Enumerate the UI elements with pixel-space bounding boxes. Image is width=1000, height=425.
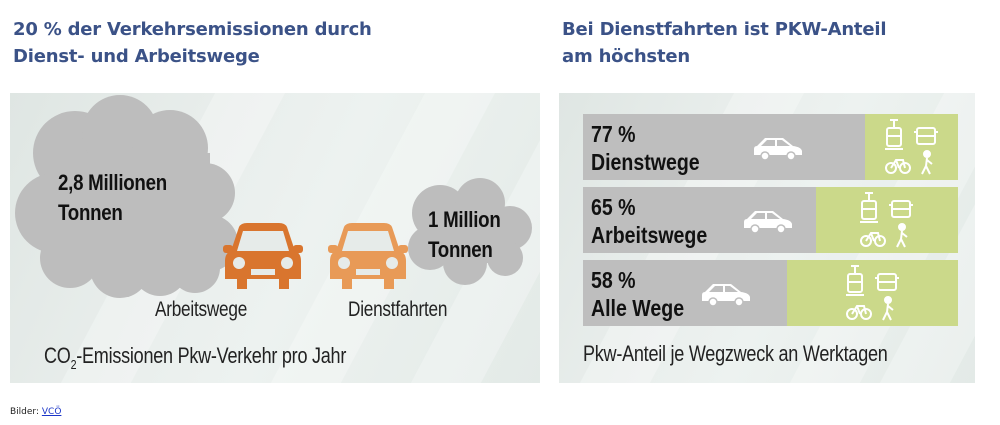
car-icon bbox=[701, 282, 751, 311]
car-arbeitswege-icon bbox=[223, 223, 303, 289]
bar-row: 58 % Alle Wege bbox=[583, 260, 958, 326]
car-icon bbox=[743, 209, 793, 238]
bar-other-modes-share bbox=[787, 260, 958, 326]
bar-label: 58 % Alle Wege bbox=[591, 266, 684, 322]
credit-label: Bilder: bbox=[10, 407, 39, 417]
tram-bus-bike-walk-icon bbox=[877, 118, 947, 178]
bar-category-label: Dienstwege bbox=[591, 149, 700, 175]
bar-value-label: 65 % bbox=[591, 194, 636, 220]
car-label-dienstfahrten: Dienstfahrten bbox=[348, 298, 448, 321]
big-cloud-icon bbox=[15, 95, 238, 298]
left-heading-line2: Dienst- und Arbeitswege bbox=[13, 46, 260, 67]
left-heading-line1: 20 % der Verkehrsemissionen durch bbox=[13, 19, 372, 40]
left-heading: 20 % der Verkehrsemissionen durch Dienst… bbox=[13, 16, 372, 70]
car-label-arbeitswege: Arbeitswege bbox=[155, 298, 248, 321]
emissions-infographic: 2,8 Millionen Tonnen 1 Million Tonnen Ar… bbox=[10, 93, 540, 383]
bar-other-modes-share bbox=[865, 114, 958, 180]
small-cloud-icon bbox=[408, 178, 532, 285]
bar-other-modes-share bbox=[816, 187, 958, 253]
bar-label: 77 % Dienstwege bbox=[591, 120, 700, 176]
emission-clouds bbox=[15, 95, 532, 298]
bar-value-label: 58 % bbox=[591, 267, 636, 293]
bar-row: 65 % Arbeitswege bbox=[583, 187, 958, 253]
car-icon bbox=[753, 136, 803, 165]
car-share-infographic: 77 % Dienstwege 65 % Arbeitswege 58 % Alle We… bbox=[559, 93, 975, 383]
image-credit: Bilder: VCÖ bbox=[10, 407, 61, 417]
big-cloud-value: 2,8 Millionen Tonnen bbox=[58, 170, 167, 225]
bar-label: 65 % Arbeitswege bbox=[591, 193, 707, 249]
right-heading: Bei Dienstfahrten ist PKW-Anteil am höch… bbox=[562, 16, 886, 70]
small-cloud-value: 1 Million Tonnen bbox=[428, 207, 501, 262]
bar-pkw-share bbox=[583, 114, 865, 180]
right-heading-line2: am höchsten bbox=[562, 46, 690, 67]
bar-category-label: Arbeitswege bbox=[591, 222, 708, 248]
credit-link[interactable]: VCÖ bbox=[41, 407, 62, 417]
left-caption: CO2-Emissionen Pkw-Verkehr pro Jahr bbox=[44, 343, 347, 372]
right-heading-line1: Bei Dienstfahrten ist PKW-Anteil bbox=[562, 19, 887, 40]
right-caption: Pkw-Anteil je Wegzweck an Werktagen bbox=[583, 341, 888, 366]
bar-row: 77 % Dienstwege bbox=[583, 114, 958, 180]
tram-bus-bike-walk-icon bbox=[852, 191, 922, 251]
bar-category-label: Alle Wege bbox=[591, 295, 685, 321]
tram-bus-bike-walk-icon bbox=[838, 264, 908, 324]
car-dienstfahrten-icon bbox=[328, 223, 408, 289]
bar-value-label: 77 % bbox=[591, 121, 636, 147]
bar-pkw-share bbox=[583, 260, 787, 326]
